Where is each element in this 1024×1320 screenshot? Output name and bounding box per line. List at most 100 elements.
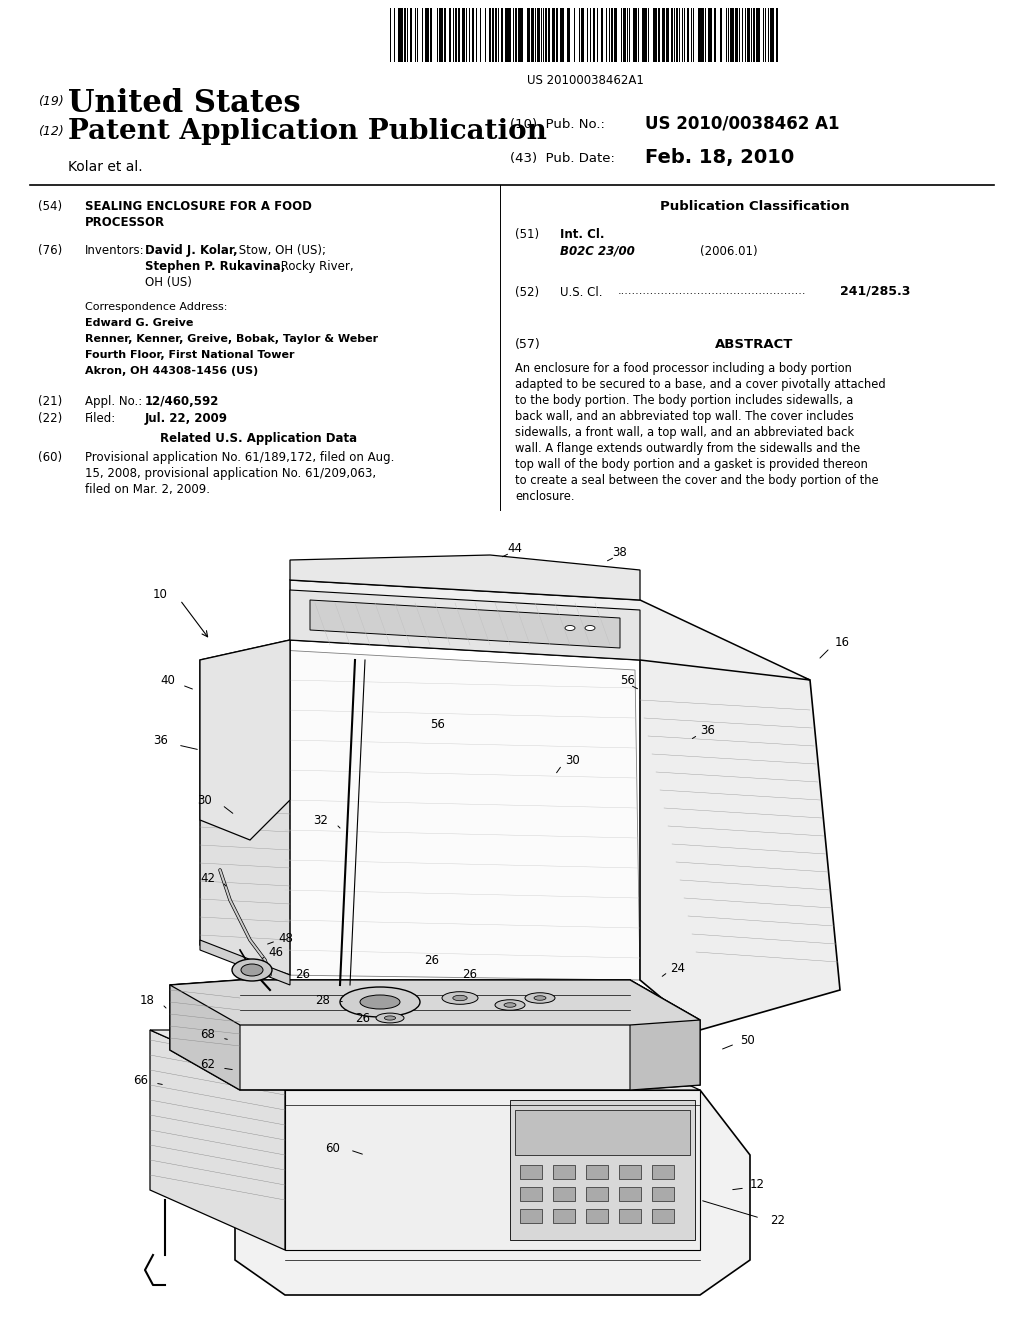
Text: 36: 36 — [154, 734, 168, 747]
Bar — [756, 8, 760, 62]
Bar — [502, 8, 503, 62]
Bar — [653, 8, 657, 62]
Bar — [417, 8, 418, 62]
Bar — [676, 8, 678, 62]
Text: 22: 22 — [770, 1213, 785, 1226]
Polygon shape — [170, 979, 240, 1090]
Text: ABSTRACT: ABSTRACT — [716, 338, 794, 351]
Bar — [652, 1166, 674, 1179]
Bar — [726, 8, 727, 62]
Bar — [513, 8, 514, 62]
Ellipse shape — [453, 995, 467, 1001]
Text: 26: 26 — [425, 953, 439, 966]
Bar — [629, 8, 630, 62]
Bar — [553, 1166, 575, 1179]
Text: 36: 36 — [700, 723, 715, 737]
Text: (22): (22) — [38, 412, 62, 425]
Text: Renner, Kenner, Greive, Bobak, Taylor & Weber: Renner, Kenner, Greive, Bobak, Taylor & … — [85, 334, 378, 345]
Bar — [553, 1187, 575, 1201]
Ellipse shape — [360, 995, 400, 1008]
Bar — [666, 8, 669, 62]
Text: 60: 60 — [326, 1142, 340, 1155]
Bar — [493, 8, 494, 62]
Text: Publication Classification: Publication Classification — [659, 201, 849, 213]
Bar — [586, 1187, 608, 1201]
Text: 18: 18 — [140, 994, 155, 1006]
Bar — [730, 8, 734, 62]
Bar — [531, 8, 534, 62]
Bar — [682, 8, 683, 62]
Bar — [698, 8, 703, 62]
Text: (2006.01): (2006.01) — [700, 246, 758, 257]
Bar — [652, 1209, 674, 1224]
Text: Rocky River,: Rocky River, — [278, 260, 353, 273]
Bar — [422, 8, 423, 62]
Bar — [463, 8, 465, 62]
Text: 26: 26 — [295, 969, 310, 982]
Text: 44: 44 — [508, 541, 522, 554]
Text: B02C 23/00: B02C 23/00 — [560, 246, 635, 257]
Bar — [466, 8, 468, 62]
Ellipse shape — [241, 964, 263, 975]
Bar — [590, 8, 591, 62]
Bar — [597, 8, 598, 62]
Text: Stephen P. Rukavina,: Stephen P. Rukavina, — [145, 260, 286, 273]
Bar — [515, 8, 517, 62]
Text: 40: 40 — [160, 673, 175, 686]
Polygon shape — [280, 649, 640, 979]
Bar — [648, 8, 649, 62]
Text: Int. Cl.: Int. Cl. — [560, 228, 604, 242]
Bar — [506, 8, 511, 62]
Bar — [560, 8, 564, 62]
Bar — [573, 8, 574, 62]
Bar — [770, 8, 774, 62]
Bar — [693, 8, 694, 62]
Text: Patent Application Publication: Patent Application Publication — [68, 117, 547, 145]
Polygon shape — [150, 1030, 700, 1090]
Bar — [456, 8, 457, 62]
Bar — [485, 8, 486, 62]
Bar — [614, 8, 616, 62]
Text: 62: 62 — [200, 1059, 215, 1072]
Text: 38: 38 — [612, 545, 628, 558]
Text: 42: 42 — [200, 871, 215, 884]
Ellipse shape — [376, 1014, 404, 1023]
Bar — [520, 1187, 542, 1201]
Text: Fourth Floor, First National Tower: Fourth Floor, First National Tower — [85, 350, 295, 360]
Bar — [586, 1166, 608, 1179]
Polygon shape — [200, 640, 290, 975]
Text: wall. A flange extends outwardly from the sidewalls and the: wall. A flange extends outwardly from th… — [515, 442, 860, 455]
Text: David J. Kolar,: David J. Kolar, — [145, 244, 238, 257]
Bar — [687, 8, 689, 62]
Text: top wall of the body portion and a gasket is provided thereon: top wall of the body portion and a gaske… — [515, 458, 868, 471]
Ellipse shape — [534, 995, 546, 1001]
Bar — [582, 8, 584, 62]
Text: 56: 56 — [430, 718, 444, 731]
Text: 24: 24 — [670, 961, 685, 974]
Text: PROCESSOR: PROCESSOR — [85, 216, 165, 228]
Text: 12: 12 — [750, 1179, 765, 1192]
Ellipse shape — [340, 987, 420, 1016]
Text: 66: 66 — [133, 1073, 148, 1086]
Text: SEALING ENCLOSURE FOR A FOOD: SEALING ENCLOSURE FOR A FOOD — [85, 201, 312, 213]
Bar — [410, 8, 412, 62]
Text: (52): (52) — [515, 286, 539, 300]
Bar — [776, 8, 778, 62]
Ellipse shape — [232, 960, 272, 981]
Bar — [444, 8, 445, 62]
Bar — [652, 1187, 674, 1201]
Bar — [642, 8, 647, 62]
Bar — [520, 1166, 542, 1179]
Text: 15, 2008, provisional application No. 61/209,063,: 15, 2008, provisional application No. 61… — [85, 467, 376, 480]
Text: 30: 30 — [565, 754, 580, 767]
Bar — [705, 8, 706, 62]
Bar — [476, 8, 477, 62]
Text: (10)  Pub. No.:: (10) Pub. No.: — [510, 117, 605, 131]
Bar — [618, 1187, 641, 1201]
Text: to the body portion. The body portion includes sidewalls, a: to the body portion. The body portion in… — [515, 393, 853, 407]
Text: OH (US): OH (US) — [145, 276, 191, 289]
Text: Inventors:: Inventors: — [85, 244, 144, 257]
Ellipse shape — [384, 1016, 395, 1020]
Bar — [601, 8, 603, 62]
Text: (12): (12) — [38, 125, 63, 139]
